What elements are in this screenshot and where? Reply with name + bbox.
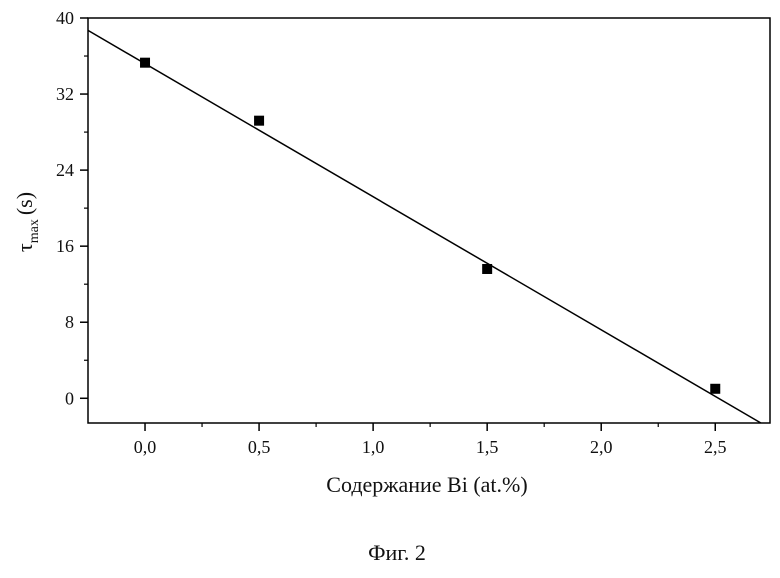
y-axis-label: τmax (s) — [12, 192, 42, 252]
x-tick-label: 0,0 — [134, 437, 157, 457]
y-label-unit: (s) — [12, 192, 37, 215]
y-tick-label: 32 — [56, 84, 74, 104]
x-tick-label: 2,5 — [704, 437, 727, 457]
y-tick-label: 40 — [56, 8, 74, 28]
x-tick-label: 1,5 — [476, 437, 499, 457]
y-tick-label: 16 — [56, 236, 74, 256]
chart: Содержание Bi (at.%) τmax (s) Фиг. 2 0 8 16… — [0, 0, 780, 573]
x-tick-label: 1,0 — [362, 437, 385, 457]
x-axis-label: Содержание Bi (at.%) — [326, 472, 527, 497]
y-tick-label: 0 — [65, 388, 74, 408]
data-point — [482, 264, 492, 274]
x-tick-label: 2,0 — [590, 437, 613, 457]
plot-frame — [88, 18, 770, 423]
x-tick-label: 0,5 — [248, 437, 271, 457]
y-tick-label: 24 — [56, 160, 74, 180]
data-point — [710, 384, 720, 394]
y-tick-label: 8 — [65, 312, 74, 332]
data-point — [254, 116, 264, 126]
y-axis-label-text: τmax (s) — [12, 192, 42, 252]
figure-caption: Фиг. 2 — [368, 540, 426, 565]
y-label-subscript: max — [27, 219, 42, 243]
fit-line — [88, 30, 761, 423]
data-point — [140, 58, 150, 68]
y-label-symbol: τ — [12, 243, 37, 252]
